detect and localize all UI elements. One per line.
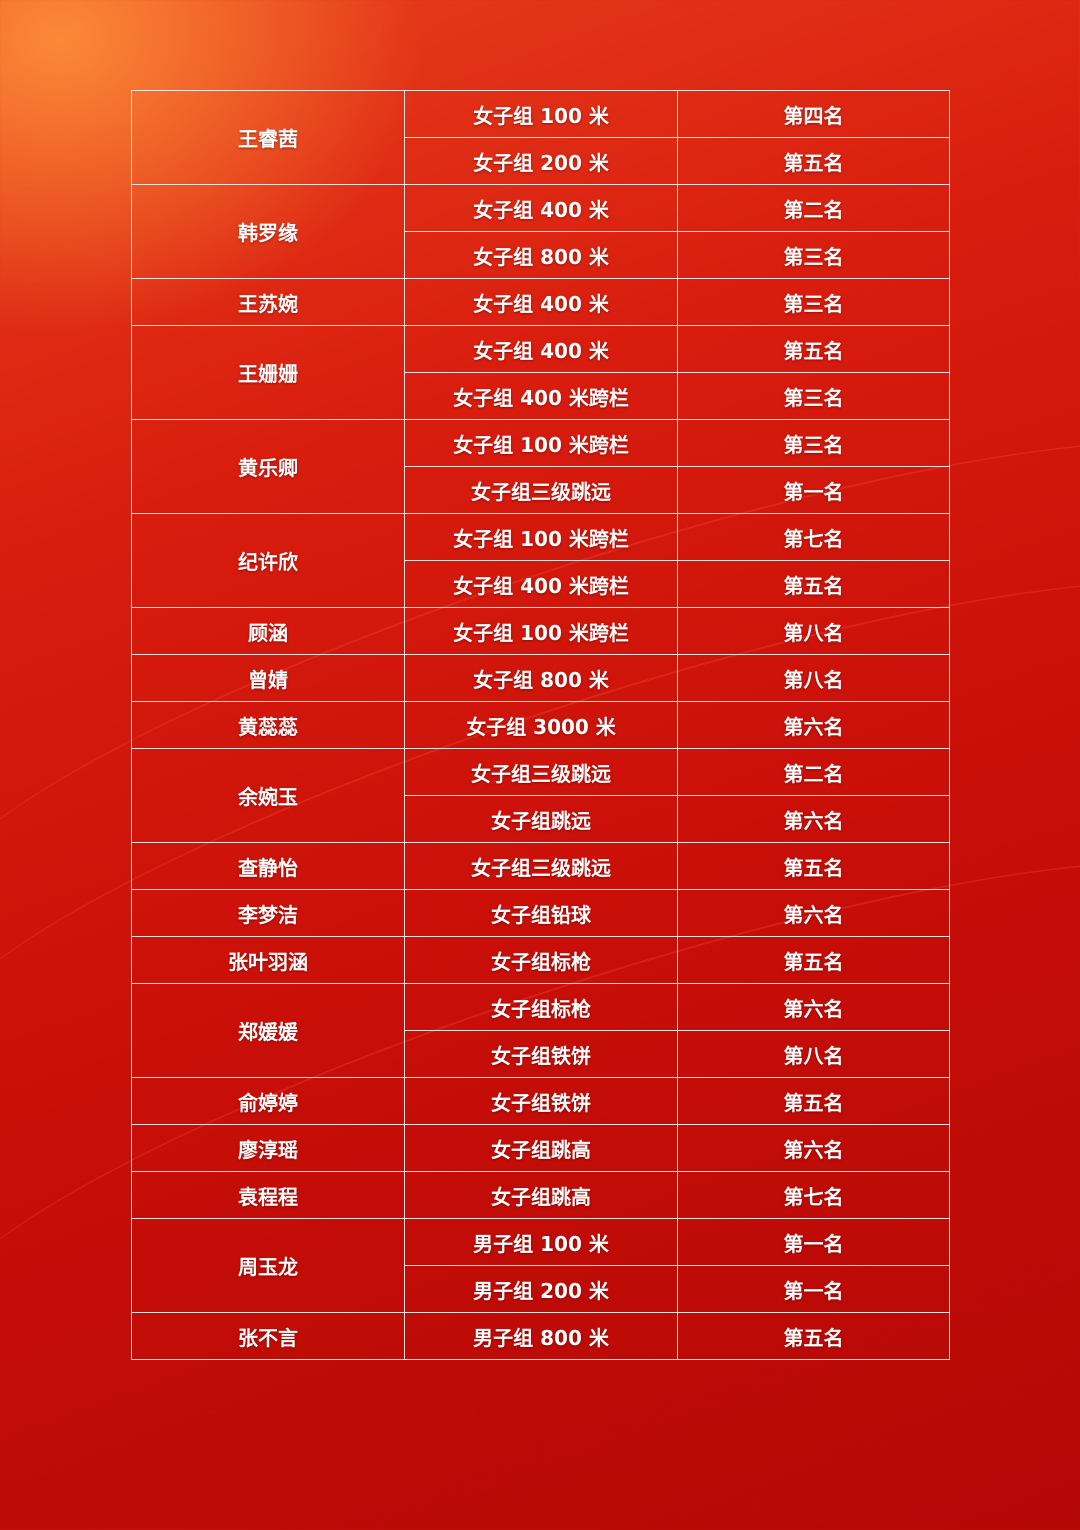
- rank: 第五名: [677, 936, 950, 984]
- athlete-name: 袁程程: [131, 1171, 405, 1219]
- table-row: 女子组铁饼 第八名: [132, 1030, 950, 1078]
- rank: 第五名: [677, 842, 950, 890]
- event-name: 女子组 400 米跨栏: [404, 560, 678, 608]
- athlete-name: 韩罗缘: [131, 184, 405, 279]
- athlete-name: 黄乐卿: [131, 419, 405, 514]
- rank: 第五名: [677, 1077, 950, 1125]
- athlete-name: 查静怡: [131, 842, 405, 890]
- rank: 第五名: [677, 325, 950, 373]
- table-row: 女子组跳远 第六名: [132, 795, 950, 843]
- table-row: 韩罗缘 女子组 400 米第二名: [131, 184, 950, 279]
- athlete-name: 余婉玉: [131, 748, 405, 843]
- rank: 第三名: [677, 231, 950, 279]
- table-row: 李梦洁 女子组铅球 第六名: [131, 889, 950, 937]
- table-row: 黄蕊蕊 女子组 3000 米第六名: [131, 701, 950, 749]
- rank: 第三名: [677, 278, 950, 326]
- event-name: 女子组 200 米: [404, 137, 678, 185]
- table-row: 周玉龙 男子组 100 米第一名: [131, 1218, 950, 1313]
- rank: 第六名: [677, 1124, 950, 1172]
- athlete-name: 王苏婉: [131, 278, 405, 326]
- event-name: 女子组三级跳远: [404, 842, 678, 890]
- rank: 第七名: [677, 513, 950, 561]
- event-name: 女子组 100 米: [404, 90, 678, 138]
- rank: 第三名: [677, 419, 950, 467]
- rank: 第六名: [677, 889, 950, 937]
- athlete-name: 王睿茜: [131, 90, 405, 185]
- event-name: 女子组三级跳远: [404, 748, 678, 796]
- athlete-name: 张叶羽涵: [131, 936, 405, 984]
- event-name: 男子组 100 米: [404, 1218, 678, 1266]
- table-row: 曾婧 女子组 800 米第八名: [131, 654, 950, 702]
- results-table-body: 王睿茜 女子组 100 米第四名 女子组 200 米第五名 韩罗缘 女子组 400 米第…: [131, 90, 950, 1360]
- event-name: 女子组 400 米: [404, 184, 678, 232]
- event-name: 女子组 3000 米: [404, 701, 678, 749]
- athlete-name: 曾婧: [131, 654, 405, 702]
- rank: 第八名: [677, 654, 950, 702]
- event-name: 女子组 100 米跨栏: [404, 513, 678, 561]
- table-row: 王苏婉 女子组 400 米第三名: [131, 278, 950, 326]
- event-name: 女子组 100 米跨栏: [404, 419, 678, 467]
- athlete-name: 王姗姗: [131, 325, 405, 420]
- rank: 第二名: [677, 184, 950, 232]
- event-name: 女子组 400 米: [404, 325, 678, 373]
- athlete-name: 黄蕊蕊: [131, 701, 405, 749]
- rank: 第三名: [677, 372, 950, 420]
- table-row: 张叶羽涵 女子组标枪 第五名: [131, 936, 950, 984]
- results-table: 王睿茜 女子组 100 米第四名 女子组 200 米第五名 韩罗缘 女子组 400 米第…: [131, 90, 950, 1360]
- athlete-name: 顾涵: [131, 607, 405, 655]
- rank: 第五名: [677, 137, 950, 185]
- event-name: 男子组 800 米: [404, 1312, 678, 1360]
- event-name: 女子组三级跳远: [404, 466, 678, 514]
- table-row: 查静怡 女子组三级跳远 第五名: [131, 842, 950, 890]
- event-name: 女子组跳高: [404, 1171, 678, 1219]
- athlete-name: 郑媛媛: [131, 983, 405, 1078]
- athlete-name: 周玉龙: [131, 1218, 405, 1313]
- table-row: 顾涵 女子组 100 米跨栏 第八名: [131, 607, 950, 655]
- table-row: 王睿茜 女子组 100 米第四名: [131, 90, 950, 185]
- rank: 第五名: [677, 1312, 950, 1360]
- event-name: 女子组 800 米: [404, 654, 678, 702]
- athlete-name: 李梦洁: [131, 889, 405, 937]
- table-row: 女子组 200 米第五名: [132, 137, 950, 185]
- event-name: 女子组铁饼: [404, 1077, 678, 1125]
- rank: 第二名: [677, 748, 950, 796]
- athlete-name: 廖淳瑶: [131, 1124, 405, 1172]
- table-row: 王姗姗 女子组 400 米第五名: [131, 325, 950, 420]
- rank: 第七名: [677, 1171, 950, 1219]
- rank: 第四名: [677, 90, 950, 138]
- table-row: 廖淳瑶 女子组跳高 第六名: [131, 1124, 950, 1172]
- event-name: 女子组标枪: [404, 936, 678, 984]
- table-row: 黄乐卿 女子组 100 米跨栏 第三名: [131, 419, 950, 514]
- rank: 第一名: [677, 466, 950, 514]
- rank: 第六名: [677, 795, 950, 843]
- table-row: 男子组 200 米第一名: [132, 1265, 950, 1313]
- table-row: 纪许欣 女子组 100 米跨栏 第七名: [131, 513, 950, 608]
- rank: 第六名: [677, 983, 950, 1031]
- event-name: 女子组 400 米: [404, 278, 678, 326]
- rank: 第一名: [677, 1218, 950, 1266]
- event-name: 女子组铁饼: [404, 1030, 678, 1078]
- event-name: 女子组标枪: [404, 983, 678, 1031]
- table-row: 郑媛媛 女子组标枪 第六名: [131, 983, 950, 1078]
- table-row: 袁程程 女子组跳高 第七名: [131, 1171, 950, 1219]
- athlete-name: 俞婷婷: [131, 1077, 405, 1125]
- event-name: 女子组 400 米跨栏: [404, 372, 678, 420]
- event-name: 女子组 100 米跨栏: [404, 607, 678, 655]
- event-name: 女子组跳远: [404, 795, 678, 843]
- table-row: 俞婷婷 女子组铁饼 第五名: [131, 1077, 950, 1125]
- rank: 第一名: [677, 1265, 950, 1313]
- rank: 第六名: [677, 701, 950, 749]
- table-row: 余婉玉 女子组三级跳远 第二名: [131, 748, 950, 843]
- rank: 第五名: [677, 560, 950, 608]
- table-row: 女子组 400 米跨栏 第五名: [132, 560, 950, 608]
- table-row: 张不言 男子组 800 米第五名: [131, 1312, 950, 1360]
- event-name: 女子组跳高: [404, 1124, 678, 1172]
- athlete-name: 张不言: [131, 1312, 405, 1360]
- event-name: 女子组铅球: [404, 889, 678, 937]
- event-name: 男子组 200 米: [404, 1265, 678, 1313]
- rank: 第八名: [677, 607, 950, 655]
- rank: 第八名: [677, 1030, 950, 1078]
- event-name: 女子组 800 米: [404, 231, 678, 279]
- athlete-name: 纪许欣: [131, 513, 405, 608]
